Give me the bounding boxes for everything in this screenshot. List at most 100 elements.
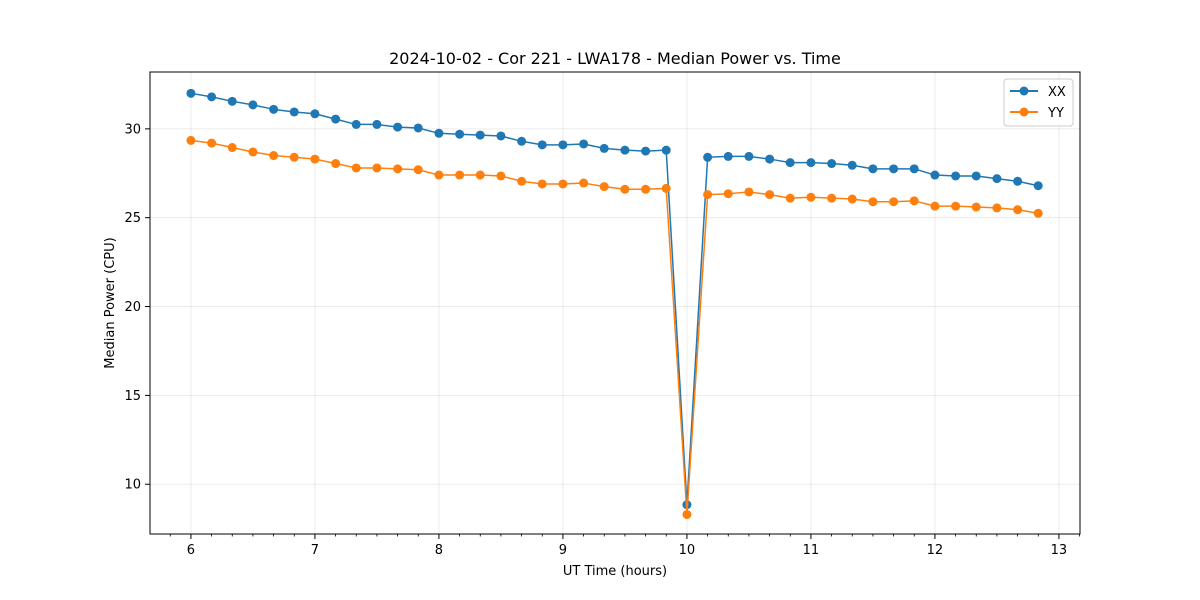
data-point-xx <box>579 139 589 149</box>
data-point-xx <box>517 136 527 146</box>
data-point-xx <box>1013 176 1023 186</box>
data-point-yy <box>641 184 651 194</box>
x-tick-label: 7 <box>311 543 319 558</box>
data-point-xx <box>930 170 940 180</box>
x-tick-label: 9 <box>559 543 567 558</box>
data-point-yy <box>207 138 217 148</box>
axis-ticks: 6 7 8 9 10 11 12 13 10 15 20 25 30 <box>124 122 1080 558</box>
legend-label-yy: YY <box>1047 106 1064 121</box>
data-point-yy <box>537 179 547 189</box>
data-point-yy <box>496 171 506 181</box>
data-point-xx <box>331 114 341 124</box>
data-point-yy <box>765 190 775 200</box>
chart-title: 2024-10-02 - Cor 221 - LWA178 - Median P… <box>389 49 841 68</box>
data-point-yy <box>703 190 713 200</box>
data-point-yy <box>930 201 940 211</box>
y-axis-label: Median Power (CPU) <box>103 237 118 368</box>
data-point-xx <box>186 88 196 98</box>
data-point-xx <box>1033 181 1043 191</box>
data-point-yy <box>413 165 423 175</box>
y-tick-label: 20 <box>124 300 141 315</box>
data-point-xx <box>475 130 485 140</box>
x-axis-label: UT Time (hours) <box>563 564 667 579</box>
data-point-yy <box>558 179 568 189</box>
legend-label-xx: XX <box>1048 85 1066 100</box>
data-point-xx <box>289 107 299 117</box>
data-point-yy <box>289 152 299 162</box>
data-point-yy <box>186 135 196 145</box>
data-point-yy <box>393 164 403 174</box>
data-point-yy <box>992 203 1002 213</box>
x-tick-label: 11 <box>803 543 820 558</box>
data-point-xx <box>434 128 444 138</box>
data-point-yy <box>269 151 279 161</box>
legend: XX YY <box>1003 78 1074 127</box>
y-tick-label: 15 <box>124 389 141 404</box>
data-point-xx <box>765 154 775 164</box>
data-point-xx <box>620 145 630 155</box>
data-point-xx <box>951 171 961 181</box>
data-point-xx <box>992 174 1002 184</box>
data-point-yy <box>434 170 444 180</box>
data-point-xx <box>496 131 506 141</box>
data-point-yy <box>682 509 692 519</box>
data-point-xx <box>537 140 547 150</box>
data-point-xx <box>393 122 403 132</box>
data-point-xx <box>847 160 857 170</box>
data-point-xx <box>248 100 258 110</box>
y-tick-label: 10 <box>124 478 141 493</box>
data-point-yy <box>1013 205 1023 215</box>
data-point-yy <box>331 159 341 169</box>
x-tick-label: 13 <box>1051 543 1068 558</box>
x-tick-label: 12 <box>927 543 944 558</box>
data-point-xx <box>641 146 651 156</box>
data-point-xx <box>723 151 733 161</box>
data-point-xx <box>372 119 382 129</box>
plot-series <box>186 88 1043 519</box>
data-point-yy <box>599 182 609 192</box>
data-point-yy <box>351 163 361 173</box>
data-point-xx <box>599 143 609 153</box>
x-tick-label: 6 <box>187 543 195 558</box>
data-point-yy <box>889 197 899 207</box>
series-yy <box>186 135 1043 519</box>
data-point-yy <box>579 178 589 188</box>
x-tick-label: 10 <box>679 543 696 558</box>
data-point-yy <box>971 202 981 212</box>
y-tick-label: 25 <box>124 211 141 226</box>
data-point-yy <box>455 170 465 180</box>
data-point-xx <box>785 158 795 168</box>
data-point-xx <box>455 129 465 139</box>
data-point-yy <box>744 187 754 197</box>
data-point-yy <box>1033 208 1043 218</box>
data-point-yy <box>620 184 630 194</box>
data-point-yy <box>951 201 961 211</box>
legend-marker-yy <box>1019 107 1029 117</box>
data-point-xx <box>909 164 919 174</box>
data-point-xx <box>806 158 816 168</box>
data-point-xx <box>413 123 423 133</box>
axes-frame <box>149 71 1081 535</box>
data-point-yy <box>372 163 382 173</box>
data-point-xx <box>661 145 671 155</box>
data-point-yy <box>475 170 485 180</box>
data-point-yy <box>248 147 258 157</box>
data-point-yy <box>227 143 237 153</box>
data-point-yy <box>909 196 919 206</box>
data-point-xx <box>269 104 279 114</box>
data-point-yy <box>723 189 733 199</box>
data-point-xx <box>827 159 837 169</box>
data-point-yy <box>517 176 527 186</box>
data-point-xx <box>744 151 754 161</box>
grid <box>150 72 1080 534</box>
data-point-xx <box>351 119 361 129</box>
data-point-yy <box>868 197 878 207</box>
data-point-yy <box>847 194 857 204</box>
data-point-yy <box>827 193 837 203</box>
data-point-xx <box>310 109 320 119</box>
series-xx <box>186 88 1043 510</box>
x-tick-label: 8 <box>435 543 443 558</box>
legend-marker-xx <box>1019 86 1029 96</box>
